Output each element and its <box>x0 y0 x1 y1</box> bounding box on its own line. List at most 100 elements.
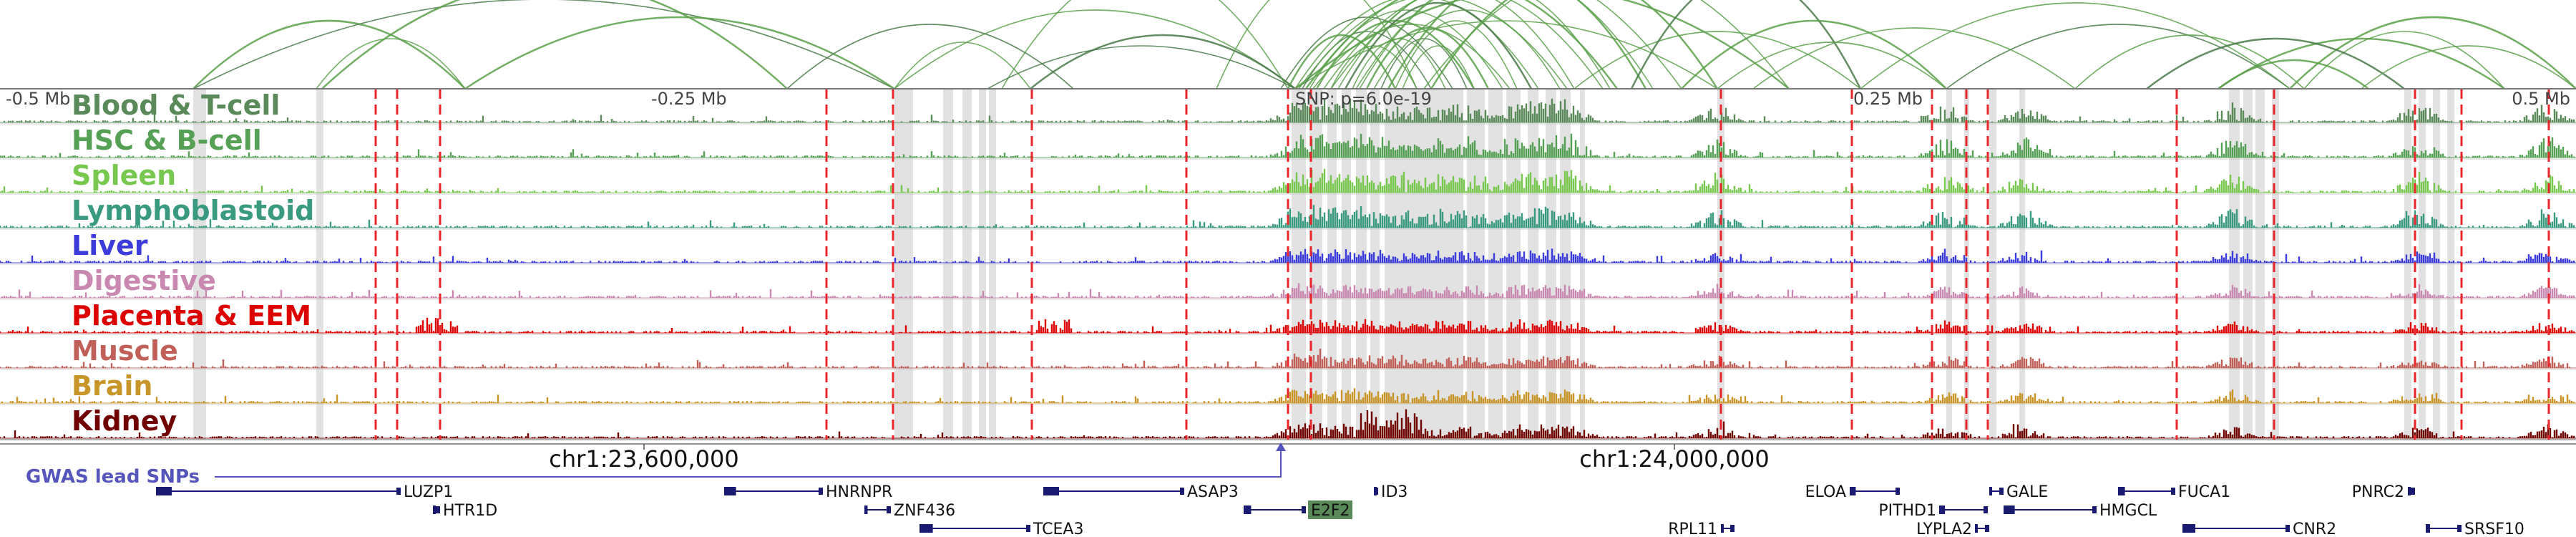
gene-label: HNRNPR <box>826 483 892 501</box>
chromatin-arc <box>786 24 1074 90</box>
track-label: Placenta & EEM <box>72 300 311 332</box>
chromatin-arc <box>1287 34 1397 90</box>
chromatin-arc <box>1430 0 1719 90</box>
chromatin-arc <box>192 19 466 90</box>
ruler-label: 0.25 Mb <box>1853 89 1923 109</box>
gene-exon <box>1896 488 1900 495</box>
signal-trace <box>0 168 2575 193</box>
gene-exon <box>1985 525 1989 532</box>
signal-trace <box>0 409 2575 438</box>
chromatin-arc <box>1216 0 1418 90</box>
chromatin-arc <box>1387 0 1647 90</box>
chromatin-arc <box>1323 0 1604 90</box>
gene-exon <box>887 506 891 513</box>
coordinate-label-right: chr1:24,000,000 <box>1579 445 1769 473</box>
chromatin-arc <box>1355 0 1654 90</box>
gene-exon <box>1939 505 1946 514</box>
chromatin-arc <box>1304 0 1619 90</box>
gene-exon <box>1989 487 1992 495</box>
gene-label: LYPLA2 <box>1916 521 1972 537</box>
track-label: Brain <box>72 370 152 402</box>
chromatin-arc <box>192 0 895 90</box>
signal-trace <box>0 205 2575 228</box>
signal-trace <box>1 388 2575 403</box>
ruler: -0.5 Mb -0.25 Mb SNP: p=6.0e-19 0.25 Mb 0.5 … <box>0 88 2576 109</box>
chromatin-arc <box>2146 37 2405 90</box>
chromatin-arc <box>1402 45 1475 90</box>
gene-label: CNR2 <box>2293 521 2336 537</box>
chromatin-arc <box>464 16 895 90</box>
ruler-label: 0.5 Mb <box>2512 89 2570 109</box>
gene-exon <box>2408 487 2411 495</box>
chromatin-arc <box>894 9 1296 90</box>
red-marker-lines <box>374 89 2550 440</box>
chromatin-arc <box>2289 16 2576 90</box>
chromatin-arc <box>1030 34 1296 90</box>
chromatin-arc <box>1365 26 1490 90</box>
gene-exon <box>819 488 823 495</box>
chromatin-arc <box>2218 37 2505 90</box>
gene-exon <box>156 487 172 495</box>
chromatin-arc <box>1344 1 1533 90</box>
gene-label: ZNF436 <box>894 502 955 520</box>
gene-exon <box>1999 488 2004 495</box>
gene-exon <box>2092 506 2097 513</box>
track-label: Spleen <box>72 160 176 191</box>
chromatin-arc <box>2074 34 2305 90</box>
track-label: Muscle <box>72 335 178 367</box>
chromatin-arc <box>316 38 466 90</box>
chromatin-arc <box>1352 38 1446 90</box>
chromatin-arc <box>1330 0 1682 90</box>
gene-exon <box>919 524 933 533</box>
chromatin-arc <box>1280 16 1453 90</box>
chromatin-arc <box>1946 24 2290 90</box>
chromatin-arc <box>1294 20 1718 90</box>
gene-exon <box>1374 488 1378 495</box>
gene-exon <box>1721 524 1724 533</box>
gene-exon <box>2457 525 2462 532</box>
gene-exon <box>1984 506 1988 513</box>
track-label: Kidney <box>72 405 177 437</box>
chromatin-arc <box>2361 45 2576 90</box>
coordinate-and-gwas: chr1:23,600,000 chr1:24,000,000 GWAS lead … <box>0 442 2576 488</box>
gene-exon <box>1730 525 1735 532</box>
gene-exon <box>1302 506 1306 513</box>
gene-exon <box>396 488 401 495</box>
chromatin-arc <box>321 0 788 90</box>
track-label: HSC & B-cell <box>72 125 262 156</box>
chromatin-arc <box>1330 45 1418 90</box>
gene-exon <box>724 487 736 495</box>
chromatin-arc <box>1752 27 2076 90</box>
gene-exon <box>2118 487 2125 495</box>
chromatin-arc <box>1380 38 1468 90</box>
track-label: Digestive <box>72 265 216 296</box>
gene-label: ASAP3 <box>1187 483 1239 501</box>
gene-label: TCEA3 <box>1033 521 1083 537</box>
gene-highlight-box <box>1308 500 1352 519</box>
track-labels: Blood & T-cell HSC & B-cell Spleen Lymphobl… <box>72 90 314 437</box>
gwas-label: GWAS lead SNPs <box>26 466 200 488</box>
gene-label: RPL11 <box>1668 521 1717 537</box>
signal-trace <box>3 98 2575 122</box>
gene-exon <box>433 505 436 514</box>
gene-label: PITHD1 <box>1878 502 1936 520</box>
gene-exon <box>2411 488 2415 495</box>
chromatin-arc <box>1395 20 1518 90</box>
chromatin-arc <box>1630 0 1862 90</box>
chromatin-arc <box>1294 0 1790 90</box>
ruler-label: -0.25 Mb <box>651 89 727 109</box>
gene-exon <box>2004 505 2015 514</box>
chromatin-arc <box>1312 24 1511 90</box>
gene-exon <box>2182 524 2195 533</box>
ruler-label: SNP: p=6.0e-19 <box>1295 89 1432 109</box>
chromatin-arc <box>987 45 1296 90</box>
gene-exon <box>1180 488 1184 495</box>
chromatin-arc <box>1298 0 1568 90</box>
gene-label: GALE <box>2006 483 2048 501</box>
gene-label: ID3 <box>1381 483 1407 501</box>
gwas-snp-marker <box>1276 442 1286 451</box>
signal-trace <box>0 248 2575 263</box>
gene-label: HTR1D <box>443 502 497 520</box>
gene-label: E2F2 <box>1311 502 1350 520</box>
